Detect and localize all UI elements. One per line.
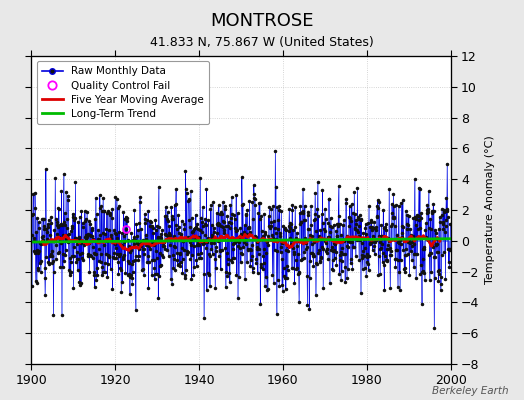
Text: Berkeley Earth: Berkeley Earth — [432, 386, 508, 396]
Text: MONTROSE: MONTROSE — [210, 12, 314, 30]
Text: 41.833 N, 75.867 W (United States): 41.833 N, 75.867 W (United States) — [150, 36, 374, 49]
Y-axis label: Temperature Anomaly (°C): Temperature Anomaly (°C) — [485, 136, 495, 284]
Legend: Raw Monthly Data, Quality Control Fail, Five Year Moving Average, Long-Term Tren: Raw Monthly Data, Quality Control Fail, … — [37, 61, 209, 124]
